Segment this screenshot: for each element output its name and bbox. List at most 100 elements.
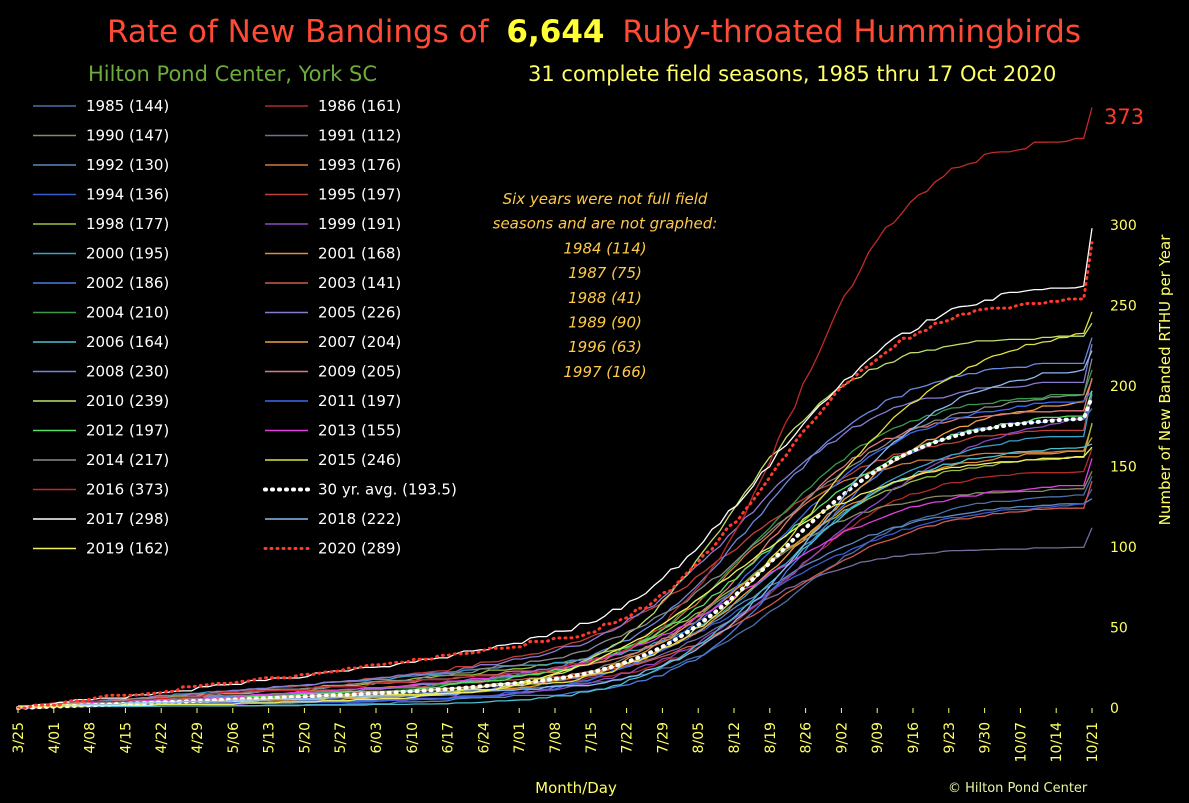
chart-title: Rate of New Bandings of 6,644 Ruby-throa… [107,14,1081,50]
series-line [16,241,1094,710]
note-line: seasons and are not graphed: [493,215,718,233]
x-tick-label: 6/10 [405,722,421,753]
legend-label: 2012 (197) [86,422,169,440]
series-line [16,394,1094,710]
seasons-subtitle: 31 complete field seasons, 1985 thru 17 … [528,62,1056,86]
series-line [18,390,1093,709]
series-line [18,488,1093,709]
x-axis-title: Month/Day [535,779,617,797]
peak-label: 373 [1104,105,1144,129]
legend-label: 2005 (226) [318,304,401,322]
y-tick-label: 200 [1110,379,1137,395]
legend-label: 1999 (191) [318,215,401,233]
y-axis-title: Number of New Banded RTHU per Year [1156,234,1174,526]
series-line [18,480,1093,708]
legend-label: 2003 (141) [318,274,401,292]
y-tick-label: 150 [1110,460,1137,476]
x-tick-label: 6/17 [441,722,457,753]
copyright-text: © Hilton Pond Center [948,781,1088,796]
y-tick-label: 250 [1110,299,1137,315]
series-line [18,107,1093,709]
legend-label: 2009 (205) [318,363,401,381]
x-tick-label: 9/02 [834,722,850,753]
legend-label: 2008 (230) [86,363,169,381]
legend-label: 1990 (147) [86,127,169,145]
series-line [18,443,1093,708]
x-tick-label: 4/22 [154,722,170,753]
x-tick-label: 7/15 [584,722,600,753]
note-line: 1987 (75) [568,264,642,282]
x-tick-label: 4/01 [47,722,63,753]
legend-label: 1995 (197) [318,186,401,204]
legend-label: 2001 (168) [318,245,401,263]
legend-label: 2017 (298) [86,510,169,528]
series-line [18,343,1093,709]
x-tick-label: 5/20 [297,722,313,753]
legend-label: 2007 (204) [318,333,401,351]
legend-label: 30 yr. avg. (193.5) [318,481,457,499]
x-tick-label: 7/01 [512,722,528,753]
title-part2: Ruby-throated Hummingbirds [622,14,1081,50]
series-line [17,369,1093,709]
x-tick-label: 7/29 [655,722,671,753]
legend-label: 2006 (164) [86,333,169,351]
legend-label: 2004 (210) [86,304,169,322]
y-tick-label: 50 [1110,621,1128,637]
series-line [18,322,1093,707]
x-tick-label: 9/23 [942,722,958,753]
x-tick-label: 6/03 [369,722,385,753]
x-tick-label: 4/15 [118,722,134,753]
note-line: Six years were not full field [503,190,708,208]
series-line [17,358,1093,708]
note-line: 1984 (114) [563,239,646,257]
x-tick-label: 10/21 [1085,722,1101,762]
x-tick-label: 9/30 [978,722,994,753]
x-tick-label: 8/05 [691,722,707,753]
note-line: 1989 (90) [568,314,642,332]
y-tick-label: 300 [1110,218,1137,234]
title-count: 6,644 [506,14,604,50]
legend-label: 1994 (136) [86,186,169,204]
axes: 3/25 4/01 4/08 4/15 4/22 4/29 5/06 5/13 5/20 5/27… [11,218,1137,762]
x-tick-label: 7/08 [548,722,564,753]
x-tick-label: 8/12 [727,722,743,753]
x-tick-label: 6/24 [476,722,492,754]
legend: 1985 (144) 1986 (161) 1990 (147) 1991 (112)… [33,97,457,558]
x-tick-label: 3/25 [11,722,27,753]
legend-label: 2000 (195) [86,245,169,263]
legend-label: 2013 (155) [318,422,401,440]
legend-label: 2019 (162) [86,540,169,558]
location-subtitle: Hilton Pond Center, York SC [88,62,377,86]
series-line [17,228,1093,709]
x-tick-label: 8/26 [799,722,815,754]
x-tick-label: 9/09 [870,722,886,753]
series-lines [16,107,1094,710]
legend-label: 1998 (177) [86,215,169,233]
excluded-years-note: Six years were not full field seasons and… [493,190,718,381]
x-tick-label: 4/29 [190,722,206,753]
series-line [18,390,1093,709]
x-tick-label: 10/14 [1049,722,1065,762]
legend-label: 1991 (112) [318,127,401,145]
legend-label: 2002 (186) [86,274,169,292]
title-part1: Rate of New Bandings of [107,14,490,50]
legend-label: 2014 (217) [86,451,169,469]
x-tick-label: 5/27 [333,722,349,753]
x-tick-label: 7/22 [620,722,636,753]
note-line: 1997 (166) [563,363,646,381]
x-tick-label: 5/13 [262,722,278,753]
series-line [17,422,1093,709]
y-tick-label: 0 [1110,701,1119,717]
legend-label: 2010 (239) [86,392,169,410]
x-tick-label: 10/07 [1013,722,1029,762]
legend-label: 1992 (130) [86,156,169,174]
x-tick-label: 9/16 [906,722,922,754]
series-line [18,393,1093,709]
series-line [18,446,1093,708]
note-line: 1988 (41) [568,289,642,307]
legend-label: 2016 (373) [86,481,169,499]
y-tick-label: 100 [1110,540,1137,556]
legend-label: 2011 (197) [318,392,401,410]
